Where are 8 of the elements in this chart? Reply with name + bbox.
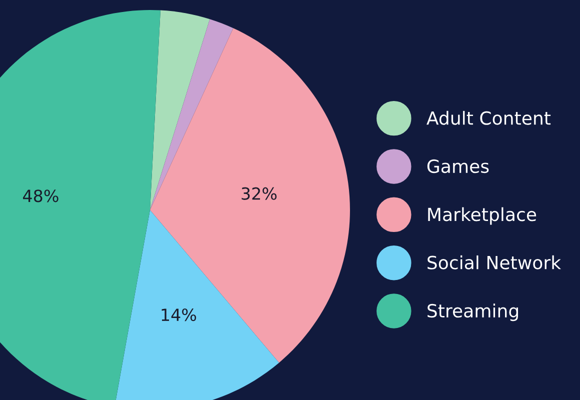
data-label: 48% xyxy=(23,190,58,202)
legend-label: Adult Content xyxy=(426,110,551,125)
data-label: 32% xyxy=(242,187,277,200)
legend-label: Social Network xyxy=(428,255,562,270)
legend-label: Streaming xyxy=(428,304,518,322)
legend-label: Marketplace xyxy=(428,207,536,225)
data-label: 14% xyxy=(162,308,196,322)
legend-label: Games xyxy=(427,159,489,174)
